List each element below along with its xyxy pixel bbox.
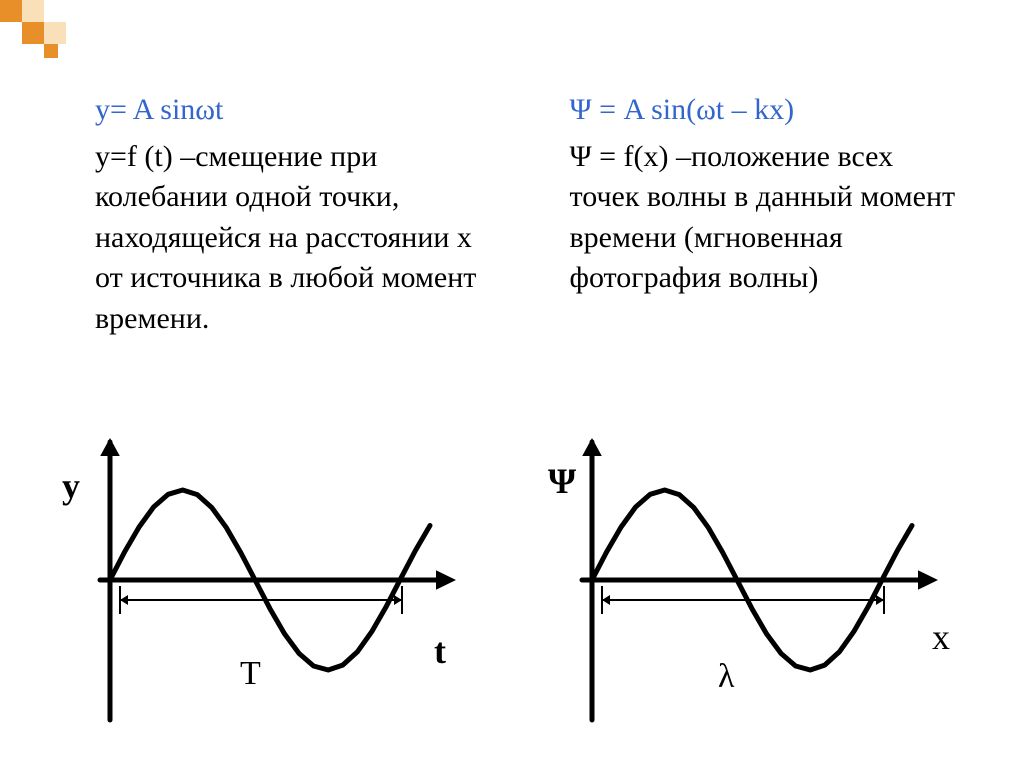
- right-column: Ψ = A sin(ωt – kx) Ψ = f(x) –положение в…: [570, 90, 965, 339]
- right-formula: Ψ = A sin(ωt – kx): [570, 90, 965, 131]
- right-y-axis-label: Ψ: [548, 460, 576, 502]
- right-graph: Ψ x λ: [512, 430, 994, 750]
- left-column: y= A sinωt y=f (t) –смещение при колебан…: [95, 90, 490, 339]
- corner-decoration: [0, 0, 80, 70]
- left-x-axis-label: t: [434, 630, 446, 672]
- right-period-label: λ: [718, 658, 735, 696]
- right-body-text: Ψ = f(x) –положение всех точек волны в д…: [570, 137, 965, 299]
- graphs-row: y t T Ψ x λ: [30, 430, 994, 750]
- left-graph: y t T: [30, 430, 512, 750]
- right-x-axis-label: x: [932, 616, 950, 658]
- right-graph-svg: [512, 430, 994, 750]
- text-columns: y= A sinωt y=f (t) –смещение при колебан…: [95, 90, 964, 339]
- left-body-text: y=f (t) –смещение при колебании одной то…: [95, 137, 490, 340]
- left-graph-svg: [30, 430, 512, 750]
- left-formula: y= A sinωt: [95, 90, 490, 131]
- left-y-axis-label: y: [62, 465, 80, 507]
- left-period-label: T: [240, 655, 261, 693]
